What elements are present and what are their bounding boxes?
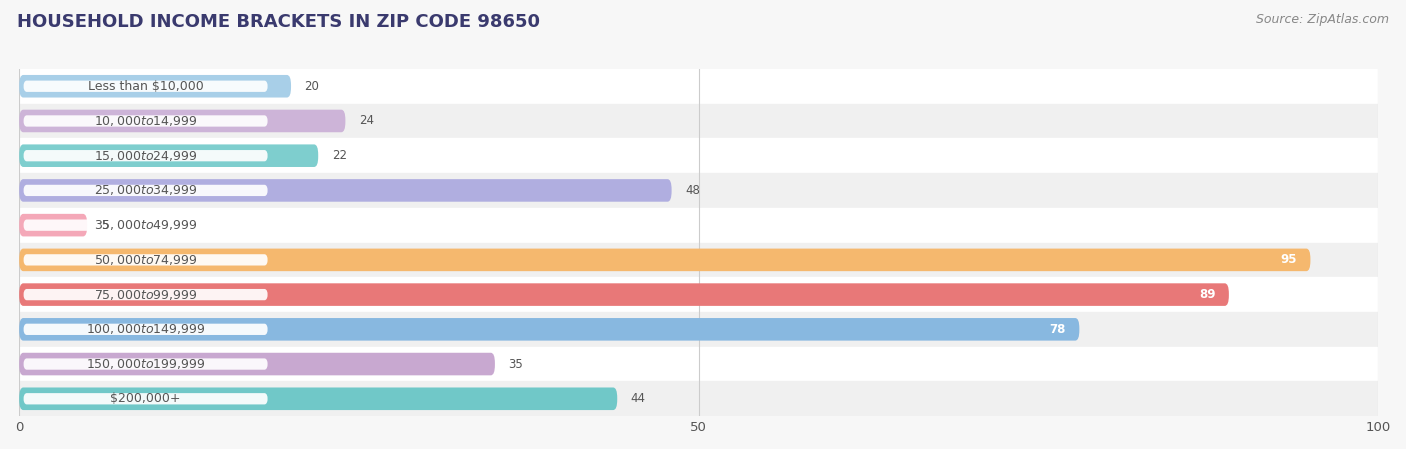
Text: 22: 22: [332, 149, 347, 162]
Text: HOUSEHOLD INCOME BRACKETS IN ZIP CODE 98650: HOUSEHOLD INCOME BRACKETS IN ZIP CODE 98…: [17, 13, 540, 31]
Text: 35: 35: [509, 357, 523, 370]
Text: $75,000 to $99,999: $75,000 to $99,999: [94, 288, 197, 302]
Bar: [20, 208, 1378, 242]
FancyBboxPatch shape: [24, 393, 269, 405]
FancyBboxPatch shape: [24, 289, 269, 300]
Text: 5: 5: [101, 219, 108, 232]
Bar: [20, 242, 1378, 277]
FancyBboxPatch shape: [20, 353, 495, 375]
FancyBboxPatch shape: [20, 214, 87, 237]
FancyBboxPatch shape: [24, 150, 269, 161]
Text: 48: 48: [685, 184, 700, 197]
Bar: [20, 347, 1378, 381]
FancyBboxPatch shape: [20, 145, 318, 167]
Text: 89: 89: [1199, 288, 1215, 301]
FancyBboxPatch shape: [24, 115, 269, 127]
FancyBboxPatch shape: [20, 249, 1310, 271]
FancyBboxPatch shape: [24, 185, 269, 196]
Text: $150,000 to $199,999: $150,000 to $199,999: [86, 357, 205, 371]
FancyBboxPatch shape: [20, 318, 1080, 341]
Text: $25,000 to $34,999: $25,000 to $34,999: [94, 184, 197, 198]
FancyBboxPatch shape: [24, 324, 269, 335]
FancyBboxPatch shape: [20, 387, 617, 410]
Text: $10,000 to $14,999: $10,000 to $14,999: [94, 114, 197, 128]
Text: Less than $10,000: Less than $10,000: [87, 80, 204, 93]
FancyBboxPatch shape: [24, 81, 269, 92]
Text: 78: 78: [1049, 323, 1066, 336]
Bar: [20, 277, 1378, 312]
FancyBboxPatch shape: [24, 220, 269, 231]
FancyBboxPatch shape: [24, 358, 269, 370]
FancyBboxPatch shape: [20, 283, 1229, 306]
Text: $50,000 to $74,999: $50,000 to $74,999: [94, 253, 197, 267]
Bar: [20, 312, 1378, 347]
FancyBboxPatch shape: [24, 254, 269, 265]
FancyBboxPatch shape: [20, 110, 346, 132]
Bar: [20, 138, 1378, 173]
Bar: [20, 381, 1378, 416]
Text: 95: 95: [1281, 253, 1296, 266]
Bar: [20, 173, 1378, 208]
Bar: [20, 104, 1378, 138]
Text: 44: 44: [631, 392, 645, 405]
Text: 20: 20: [305, 80, 319, 93]
Text: 24: 24: [359, 114, 374, 128]
Text: $100,000 to $149,999: $100,000 to $149,999: [86, 322, 205, 336]
Text: $35,000 to $49,999: $35,000 to $49,999: [94, 218, 197, 232]
FancyBboxPatch shape: [20, 75, 291, 97]
Bar: [20, 69, 1378, 104]
Text: $200,000+: $200,000+: [110, 392, 181, 405]
FancyBboxPatch shape: [20, 179, 672, 202]
Text: Source: ZipAtlas.com: Source: ZipAtlas.com: [1256, 13, 1389, 26]
Text: $15,000 to $24,999: $15,000 to $24,999: [94, 149, 197, 163]
